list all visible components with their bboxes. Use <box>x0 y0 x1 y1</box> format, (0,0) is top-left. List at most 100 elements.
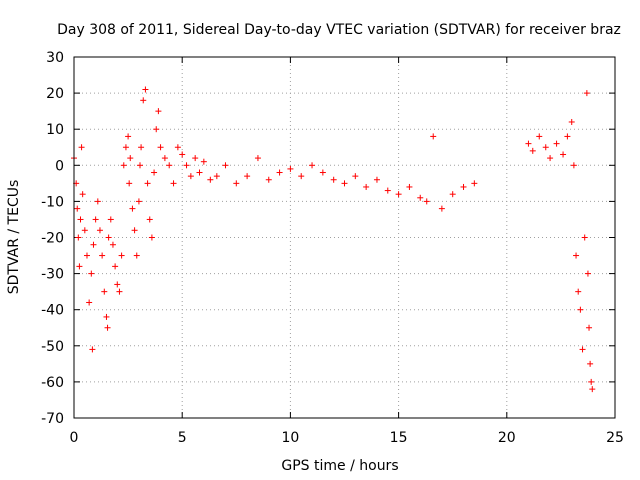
data-point <box>94 198 101 205</box>
data-point <box>140 97 147 104</box>
data-point <box>144 180 151 187</box>
data-point <box>287 165 294 172</box>
data-point <box>138 144 145 151</box>
y-tick-label: -70 <box>41 411 64 427</box>
y-tick-label: -10 <box>41 194 64 210</box>
x-tick-label: 5 <box>178 430 187 446</box>
data-point <box>122 144 129 151</box>
data-point <box>265 176 272 183</box>
data-point <box>151 169 158 176</box>
data-point <box>83 252 90 259</box>
data-point <box>384 187 391 194</box>
data-point <box>137 162 144 169</box>
y-tick-label: -40 <box>41 303 64 319</box>
chart-title: Day 308 of 2011, Sidereal Day-to-day VTE… <box>57 22 621 38</box>
data-point <box>99 252 106 259</box>
data-point <box>430 133 437 140</box>
data-point <box>118 252 125 259</box>
data-point <box>89 346 96 353</box>
data-point <box>406 183 413 190</box>
data-point <box>107 216 114 223</box>
data-point <box>579 346 586 353</box>
data-point <box>86 299 93 306</box>
data-point <box>222 162 229 169</box>
data-point <box>233 180 240 187</box>
data-point <box>125 133 132 140</box>
data-point <box>196 169 203 176</box>
y-tick-label: -50 <box>41 339 64 355</box>
data-point <box>581 234 588 241</box>
axis-ticks: 0 5 10 15 20 25 -70 -60 -50 -40 -30 -20 -10 0 10 20 30 <box>41 50 624 446</box>
data-point <box>155 108 162 115</box>
data-point <box>101 288 108 295</box>
y-tick-label: -20 <box>41 231 64 247</box>
data-point <box>536 133 543 140</box>
data-point <box>319 169 326 176</box>
data-point <box>78 144 85 151</box>
data-point <box>309 162 316 169</box>
data-point <box>449 191 456 198</box>
data-point <box>92 216 99 223</box>
data-point <box>88 270 95 277</box>
data-point <box>298 173 305 180</box>
data-point <box>542 144 549 151</box>
data-point <box>584 270 591 277</box>
data-point <box>161 155 168 162</box>
data-point <box>438 205 445 212</box>
data-point <box>174 144 181 151</box>
data-point <box>104 324 111 331</box>
y-tick-label: 10 <box>46 122 64 138</box>
y-tick-label: 0 <box>55 158 64 174</box>
data-point <box>244 173 251 180</box>
data-point <box>170 180 177 187</box>
data-point <box>157 144 164 151</box>
data-point <box>127 155 134 162</box>
data-point <box>76 263 83 270</box>
y-tick-label: 20 <box>46 86 64 102</box>
data-point <box>90 241 97 248</box>
data-point <box>570 162 577 169</box>
y-tick-label: -30 <box>41 267 64 283</box>
data-point <box>131 227 138 234</box>
data-point <box>363 183 370 190</box>
data-point <box>187 173 194 180</box>
grid-lines <box>74 57 615 418</box>
data-point <box>417 194 424 201</box>
x-tick-label: 0 <box>70 430 79 446</box>
data-point <box>525 140 532 147</box>
data-point <box>75 234 82 241</box>
data-point <box>129 205 136 212</box>
data-point <box>146 216 153 223</box>
x-tick-label: 25 <box>606 430 624 446</box>
data-point <box>79 191 86 198</box>
data-point <box>116 288 123 295</box>
data-point <box>352 173 359 180</box>
y-tick-label: 30 <box>46 50 64 66</box>
data-point <box>112 263 119 270</box>
data-point <box>103 313 110 320</box>
data-point <box>560 151 567 158</box>
data-point <box>81 227 88 234</box>
data-point <box>135 198 142 205</box>
data-point <box>423 198 430 205</box>
data-point <box>586 324 593 331</box>
data-point <box>529 147 536 154</box>
data-point <box>276 169 283 176</box>
data-point <box>166 162 173 169</box>
data-point <box>179 151 186 158</box>
data-point <box>373 176 380 183</box>
x-tick-label: 20 <box>498 430 516 446</box>
data-point <box>575 288 582 295</box>
data-point <box>213 173 220 180</box>
data-point <box>105 234 112 241</box>
data-point <box>120 162 127 169</box>
data-point <box>588 378 595 385</box>
data-point <box>330 176 337 183</box>
data-point <box>573 252 580 259</box>
data-point <box>74 205 81 212</box>
data-point <box>142 86 149 93</box>
y-tick-label: -60 <box>41 375 64 391</box>
data-point <box>577 306 584 313</box>
x-tick-label: 15 <box>390 430 408 446</box>
